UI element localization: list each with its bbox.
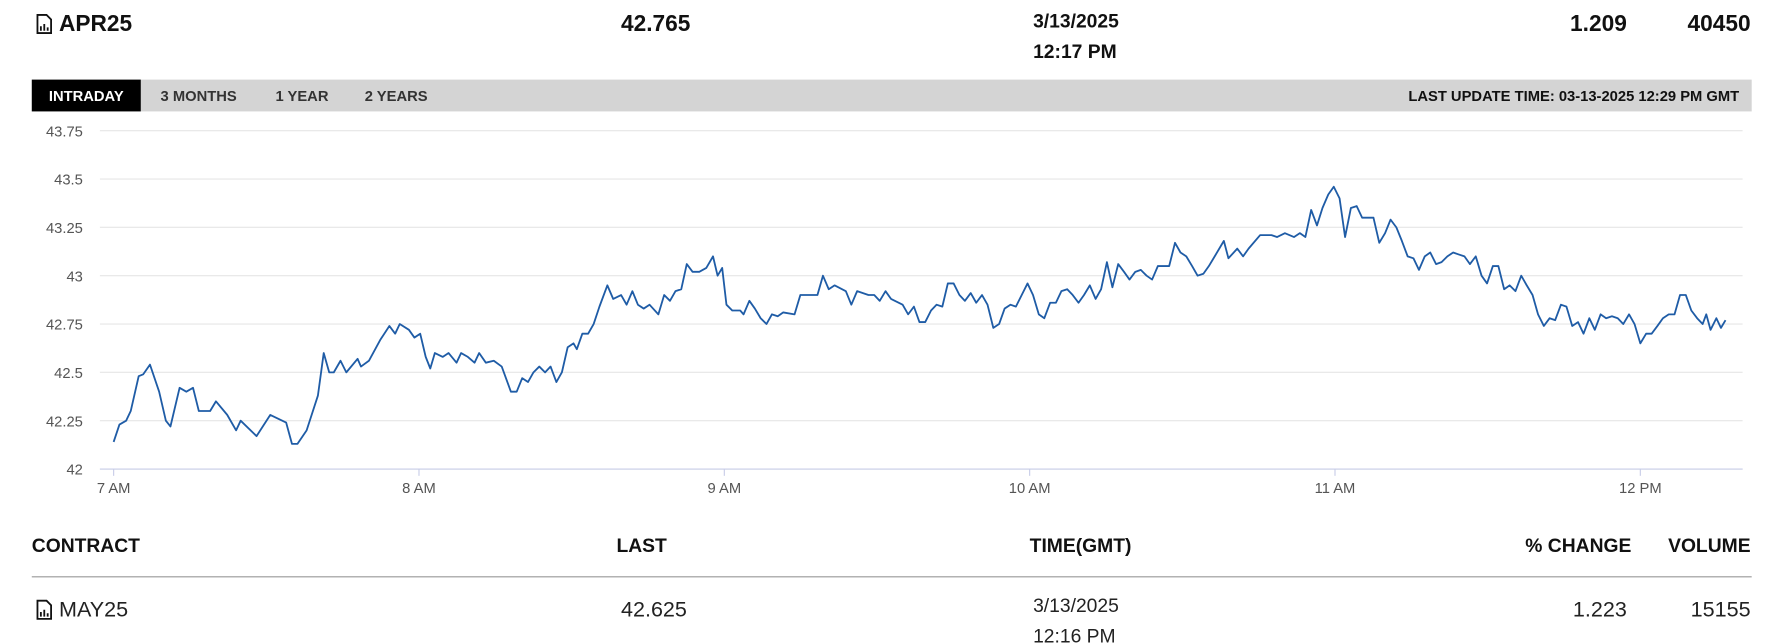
x-tick-label: 7 AM xyxy=(97,481,131,497)
y-tick-label: 42.75 xyxy=(46,318,83,334)
tab[interactable]: INTRADAY xyxy=(49,89,124,105)
x-tick-label: 12 PM xyxy=(1619,481,1662,497)
time: 12:17 PM xyxy=(1033,42,1117,63)
row-volume: 15155 xyxy=(1691,597,1751,622)
row-last: 42.625 xyxy=(621,597,687,622)
row-change: 1.223 xyxy=(1573,597,1627,622)
tab[interactable]: 2 YEARS xyxy=(365,89,428,105)
column-header[interactable]: CONTRACT xyxy=(32,536,140,557)
x-tick-label: 9 AM xyxy=(708,481,742,497)
x-tick-label: 8 AM xyxy=(402,481,436,497)
column-header[interactable]: LAST xyxy=(616,536,667,557)
y-tick-label: 42.25 xyxy=(46,414,83,430)
y-tick-label: 42 xyxy=(66,463,82,479)
tab-bar xyxy=(31,79,1752,112)
chart: 42 42.25 42.5 42.75 43 43.25 43.5 43.75 7 AM 8 AM… xyxy=(46,124,1743,497)
row-date: 3/13/2025 xyxy=(1033,596,1119,617)
change: 1.209 xyxy=(1570,10,1627,36)
contract[interactable]: APR25 xyxy=(59,10,132,36)
y-tick-label: 42.5 xyxy=(54,366,83,382)
contract-icon xyxy=(36,599,52,620)
tab[interactable]: 1 YEAR xyxy=(275,89,328,105)
x-tick-label: 10 AM xyxy=(1009,481,1051,497)
volume: 40450 xyxy=(1687,10,1750,36)
y-tick-label: 43.5 xyxy=(54,173,83,189)
column-header[interactable]: VOLUME xyxy=(1668,536,1751,557)
tab[interactable]: 3 MONTHS xyxy=(161,89,237,105)
last-price: 42.765 xyxy=(621,10,690,36)
price-line xyxy=(112,185,1727,445)
row-time: 12:16 PM xyxy=(1033,627,1116,644)
active-tab[interactable] xyxy=(31,79,141,112)
row-contract[interactable]: MAY25 xyxy=(59,597,128,622)
date: 3/13/2025 xyxy=(1033,11,1119,32)
y-tick-label: 43 xyxy=(66,269,82,285)
x-tick-label: 11 AM xyxy=(1315,481,1356,497)
contract-icon xyxy=(36,14,52,34)
last-update: LAST UPDATE TIME: 03-13-2025 12:29 PM GM… xyxy=(1408,89,1739,105)
y-tick-label: 43.25 xyxy=(46,221,83,237)
column-header[interactable]: % CHANGE xyxy=(1525,536,1631,557)
y-tick-label: 43.75 xyxy=(46,124,83,140)
column-header[interactable]: TIME(GMT) xyxy=(1030,536,1132,557)
